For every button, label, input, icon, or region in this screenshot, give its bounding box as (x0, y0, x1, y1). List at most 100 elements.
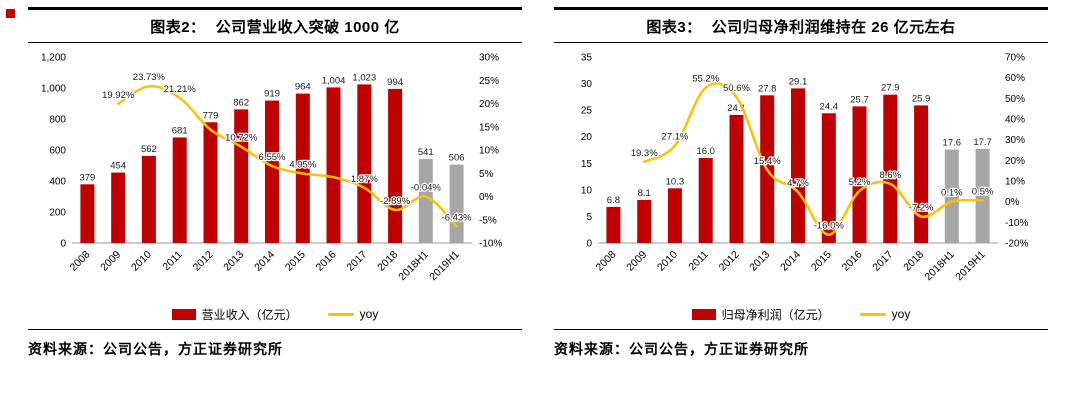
bar-2019H1 (449, 164, 464, 243)
yoy-label-2013: 15.4% (754, 156, 781, 167)
x-tick-2008: 2008 (68, 249, 93, 274)
right-axis-tick: 25% (479, 76, 499, 87)
yoy-label-2016: 5.2% (849, 177, 871, 188)
x-tick-2009: 2009 (624, 249, 649, 274)
legend: 归母净利润（亿元） yoy (554, 301, 1048, 327)
x-tick-2010: 2010 (129, 249, 154, 274)
yoy-label-2014: 4.7% (787, 178, 809, 189)
right-axis-tick: -5% (479, 215, 497, 226)
left-axis-tick: 800 (49, 115, 66, 126)
legend-item-yoy: yoy (327, 307, 379, 321)
yoy-label-2013: 10.72% (225, 133, 258, 144)
right-axis-tick: 30% (1005, 135, 1025, 146)
bar-label-2012: 779 (203, 110, 219, 121)
x-tick-2018: 2018 (901, 249, 926, 274)
bar-2018H1 (418, 159, 433, 243)
legend-item-revenue: 营业收入（亿元） (171, 306, 298, 323)
yoy-label-2017: 1.87% (351, 174, 378, 185)
bar-2019H1 (975, 148, 990, 243)
x-tick-2012: 2012 (717, 249, 742, 274)
bar-2013 (234, 109, 249, 244)
bar-2018 (914, 105, 929, 244)
right-axis-tick: 20% (479, 99, 499, 110)
left-axis-tick: 1,200 (41, 53, 66, 64)
x-tick-2018H1: 2018H1 (396, 249, 431, 284)
legend-label: 归母净利润（亿元） (721, 307, 830, 322)
bar-2008 (80, 184, 95, 243)
bar-label-2013: 27.8 (758, 83, 777, 94)
right-axis-tick: 10% (479, 146, 499, 157)
chart-title-text: 公司营业收入突破 1000 亿 (215, 19, 400, 36)
x-tick-2017: 2017 (344, 249, 369, 274)
yoy-label-2015: 4.95% (289, 160, 316, 171)
yoy-label-2018: -2.89% (380, 196, 411, 207)
bar-label-2011: 681 (172, 125, 188, 136)
x-tick-2018: 2018 (375, 249, 400, 274)
x-tick-2014: 2014 (252, 249, 277, 274)
x-tick-2015: 2015 (283, 249, 308, 274)
left-axis-tick: 5 (586, 212, 592, 223)
net-profit-bar-line-chart: 0 5 10 15 20 25 30 35 -20% -10% 0% 10% 20% 30% 40% 50% 6… (581, 53, 1029, 284)
left-axis-tick: 10 (581, 185, 593, 196)
yoy-label-2017: 8.6% (879, 170, 901, 181)
bar-2011 (172, 137, 187, 243)
chart-title-prefix: 图表2： (150, 19, 206, 36)
legend-item-net-profit: 归母净利润（亿元） (691, 306, 830, 323)
panel-net-profit-chart: 图表3： 公司归母净利润维持在 26 亿元左右 0 5 10 15 20 25 30 35 -20… (554, 7, 1048, 359)
right-axis-tick: 30% (479, 53, 499, 64)
yoy-label-2014: 6.55% (259, 152, 286, 163)
bar-2016 (852, 106, 867, 244)
yoy-label-2009: 19.3% (631, 148, 658, 159)
x-tick-2009: 2009 (98, 249, 123, 274)
yoy-label-2019H1: -6.43% (442, 212, 473, 223)
left-axis-tick: 30 (581, 79, 593, 90)
bar-label-2013: 862 (233, 97, 249, 108)
bar-2016 (326, 87, 341, 244)
right-axis-tick: 0% (479, 192, 494, 203)
left-axis-tick: 25 (581, 106, 593, 117)
x-tick-2014: 2014 (778, 249, 803, 274)
x-tick-2013: 2013 (221, 249, 246, 274)
yoy-label-2009: 19.92% (102, 90, 135, 101)
bar-2011 (698, 158, 713, 243)
left-axis-tick: 600 (49, 146, 66, 157)
bar-label-2017: 27.9 (881, 83, 900, 94)
right-axis-tick: 40% (1005, 115, 1025, 126)
left-axis-tick: 15 (581, 159, 593, 170)
x-tick-2011: 2011 (686, 249, 711, 274)
bar-2010 (141, 155, 156, 243)
red-corner-marker (6, 9, 15, 18)
line-swatch-icon (859, 312, 886, 316)
right-axis-tick: 60% (1005, 73, 1025, 84)
bar-2014 (265, 100, 279, 243)
x-tick-2016: 2016 (840, 249, 865, 274)
figure-row: 图表2： 公司营业收入突破 1000 亿 0 200 400 600 800 1,000 1,… (28, 7, 1048, 359)
yoy-label-2010: 27.1% (661, 132, 688, 143)
x-tick-2011: 2011 (160, 249, 185, 274)
source-note: 资料来源：公司公告，方正证券研究所 (554, 329, 1048, 359)
right-axis-tick: -10% (1005, 218, 1028, 229)
bar-label-2010: 10.3 (666, 176, 685, 187)
right-axis-tick: -10% (479, 239, 502, 250)
bar-label-2019H1: 506 (449, 153, 465, 164)
right-axis-tick: 70% (1005, 53, 1025, 64)
chart-title-prefix: 图表3： (646, 19, 702, 36)
legend-label: 营业收入（亿元） (201, 307, 298, 322)
bar-label-2018H1: 17.6 (943, 138, 962, 149)
bar-swatch-icon (171, 308, 196, 320)
right-axis-tick: -20% (1005, 239, 1028, 250)
yoy-label-2018: -7.2% (909, 203, 934, 214)
bar-label-2009: 454 (110, 161, 126, 172)
bar-label-2016: 1,004 (322, 75, 346, 86)
legend-label: yoy (891, 307, 911, 321)
x-tick-2015: 2015 (809, 249, 834, 274)
bar-2012 (729, 114, 744, 244)
bar-2017 (357, 84, 372, 244)
right-axis-tick: 20% (1005, 156, 1025, 167)
left-axis-tick: 0 (60, 239, 66, 250)
yoy-line (116, 84, 458, 228)
yoy-label-2010: 23.73% (133, 72, 166, 83)
right-axis-tick: 0% (1005, 197, 1020, 208)
legend-label: yoy (359, 307, 379, 321)
bar-label-2012: 24.1 (727, 103, 746, 114)
